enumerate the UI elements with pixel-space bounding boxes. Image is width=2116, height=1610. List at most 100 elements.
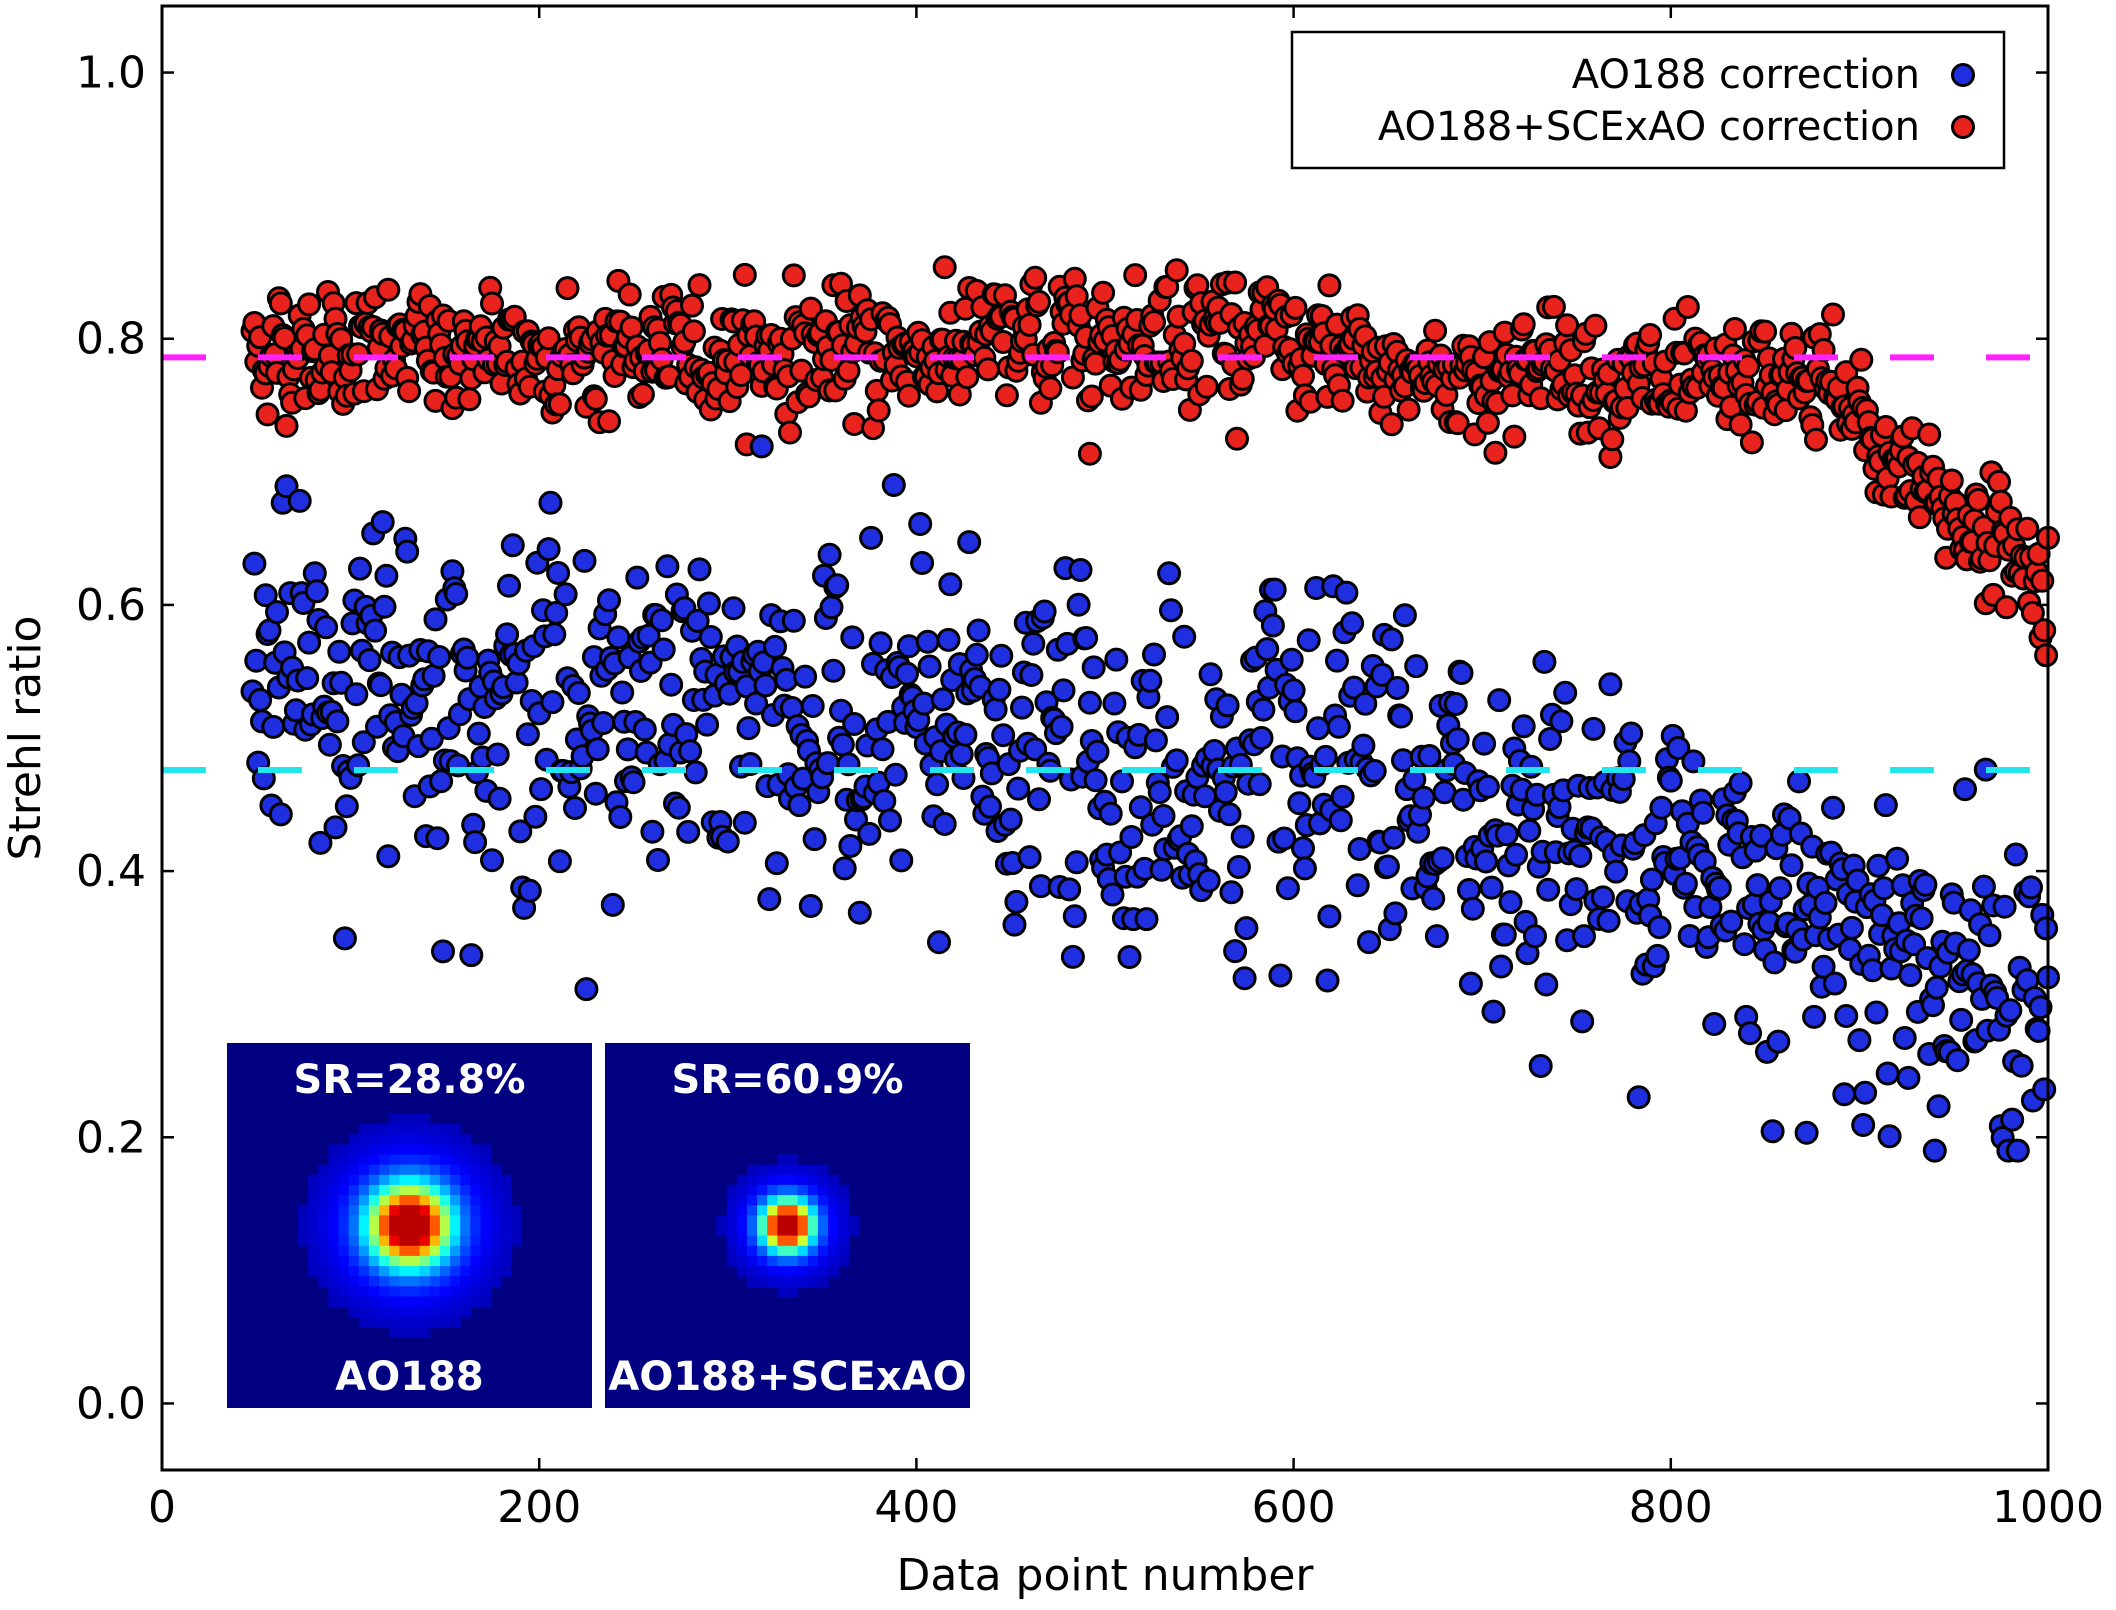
data-point: [925, 772, 950, 797]
data-point: [1834, 360, 1859, 385]
psf-pixel: [348, 1286, 360, 1298]
data-point: [1032, 599, 1057, 624]
psf-pixel: [470, 1144, 482, 1156]
psf-pixel: [399, 1316, 411, 1328]
psf-pixel: [348, 1134, 360, 1146]
psf-pixel: [460, 1266, 471, 1277]
data-point: [802, 827, 827, 852]
psf-pixel: [777, 1255, 789, 1267]
data-point: [617, 282, 642, 307]
psf-pixel: [777, 1245, 789, 1257]
psf-pixel: [817, 1276, 829, 1287]
psf-pixel: [807, 1225, 819, 1237]
data-point: [685, 608, 710, 633]
psf-pixel: [736, 1174, 748, 1186]
data-point: [265, 600, 289, 625]
psf-pixel: [348, 1235, 360, 1247]
data-point: [1251, 697, 1276, 722]
psf-pixel: [308, 1266, 319, 1277]
psf-pixel: [828, 1255, 839, 1267]
psf-pixel: [450, 1174, 461, 1186]
data-point: [649, 608, 674, 633]
data-point: [547, 849, 572, 874]
data-point: [680, 293, 704, 318]
data-point: [538, 490, 563, 515]
data-point: [1675, 295, 1700, 319]
psf-pixel: [338, 1205, 350, 1216]
data-point: [978, 794, 1002, 819]
psf-pixel: [470, 1276, 482, 1287]
data-point: [555, 276, 580, 301]
data-point: [1117, 945, 1142, 969]
psf-pixel: [746, 1215, 758, 1227]
psf-pixel: [746, 1174, 758, 1186]
data-point: [1283, 699, 1308, 724]
psf-pixel: [419, 1266, 431, 1277]
psf-pixel: [460, 1164, 471, 1176]
psf-pixel: [318, 1164, 330, 1176]
psf-pixel: [736, 1184, 748, 1196]
psf-pixel: [308, 1184, 319, 1196]
psf-pixel: [399, 1195, 411, 1206]
psf-pixel: [460, 1144, 471, 1156]
data-point: [1474, 849, 1498, 874]
data-point: [1596, 908, 1621, 933]
data-point: [1023, 737, 1048, 762]
data-point: [1821, 302, 1845, 327]
psf-pixel: [460, 1174, 471, 1186]
data-point: [1085, 739, 1110, 764]
psf-pixel: [439, 1174, 451, 1186]
psf-pixel: [389, 1255, 400, 1267]
data-point: [976, 357, 1001, 382]
x-tick-label: 200: [497, 1482, 581, 1533]
data-point: [1849, 347, 1874, 372]
psf-pixel: [409, 1184, 421, 1196]
data-point: [547, 392, 572, 417]
psf-pixel: [848, 1215, 860, 1227]
psf-pixel: [777, 1276, 789, 1287]
data-point: [370, 510, 395, 535]
data-point: [1847, 1028, 1872, 1053]
data-point: [1317, 904, 1342, 929]
data-point: [1006, 776, 1031, 801]
data-point: [1998, 998, 2023, 1023]
psf-pixel: [787, 1164, 799, 1176]
psf-pixel: [368, 1296, 380, 1308]
data-point: [1953, 777, 1977, 802]
psf-pixel: [328, 1286, 340, 1298]
data-point: [1907, 505, 1932, 530]
data-point: [2015, 516, 2040, 541]
psf-pixel: [389, 1124, 400, 1135]
psf-pixel: [490, 1245, 502, 1257]
data-point: [2034, 916, 2059, 941]
data-point: [764, 851, 789, 876]
data-point: [1504, 842, 1529, 867]
psf-pixel: [379, 1215, 390, 1227]
data-point: [1745, 873, 1770, 898]
psf-pixel: [767, 1174, 778, 1186]
data-point: [698, 625, 723, 649]
data-point: [949, 742, 974, 767]
data-point: [821, 658, 846, 683]
psf-pixel: [470, 1174, 482, 1186]
data-point: [1479, 875, 1504, 900]
psf-pixel: [399, 1154, 411, 1166]
data-point: [1690, 800, 1715, 825]
data-point: [1885, 846, 1910, 871]
data-point: [1291, 363, 1315, 388]
psf-pixel: [358, 1225, 370, 1237]
data-point: [1375, 854, 1400, 879]
psf-pixel: [318, 1195, 330, 1206]
psf-pixel: [480, 1276, 492, 1287]
psf-pixel: [409, 1225, 421, 1237]
data-point: [1851, 1113, 1876, 1137]
psf-pixel: [368, 1154, 380, 1166]
psf-pixel: [379, 1164, 390, 1176]
data-point: [395, 539, 420, 564]
data-point: [1966, 488, 1991, 512]
psf-pixel: [338, 1154, 350, 1166]
data-point: [1104, 647, 1129, 672]
data-point: [1010, 695, 1034, 720]
data-point: [1079, 384, 1104, 409]
